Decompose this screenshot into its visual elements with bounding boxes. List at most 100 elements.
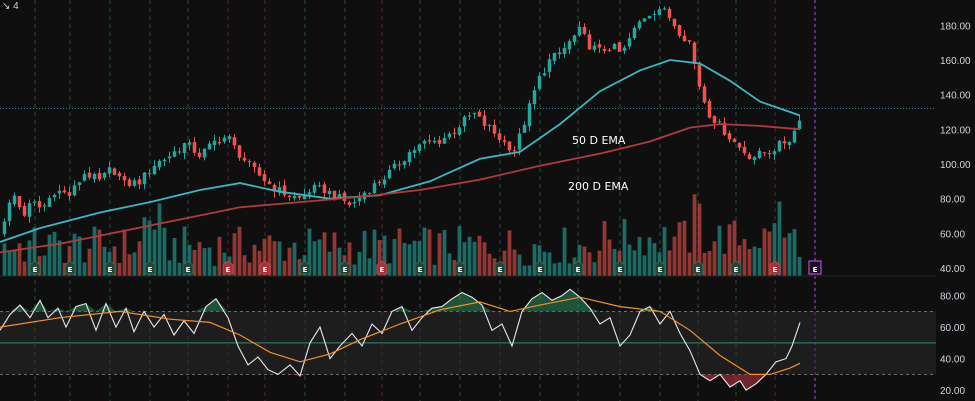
candle[interactable] — [692, 42, 697, 64]
candle[interactable] — [252, 162, 257, 167]
candle[interactable] — [437, 139, 442, 144]
candle[interactable] — [512, 150, 517, 152]
candle[interactable] — [277, 187, 282, 193]
candle[interactable] — [182, 143, 187, 154]
candle[interactable] — [502, 140, 507, 142]
candle[interactable] — [27, 203, 32, 217]
candle[interactable] — [147, 173, 152, 175]
candle[interactable] — [497, 133, 502, 140]
candle[interactable] — [587, 34, 592, 50]
earnings-badge-icon[interactable] — [808, 260, 822, 275]
candle[interactable] — [87, 172, 92, 178]
candle[interactable] — [227, 136, 232, 140]
earnings-badge-icon[interactable] — [769, 260, 781, 275]
candle[interactable] — [462, 116, 467, 127]
candle[interactable] — [777, 140, 782, 152]
earnings-badge-icon[interactable] — [454, 260, 466, 275]
candle[interactable] — [752, 157, 757, 160]
candle[interactable] — [412, 150, 417, 153]
candle[interactable] — [477, 111, 482, 117]
candle[interactable] — [747, 154, 752, 159]
ema-50-line[interactable] — [0, 59, 801, 243]
candle[interactable] — [262, 174, 267, 182]
candle[interactable] — [367, 192, 372, 194]
earnings-badge-icon[interactable] — [182, 260, 194, 275]
candle[interactable] — [642, 18, 647, 22]
candle[interactable] — [337, 194, 342, 198]
candle[interactable] — [542, 73, 547, 76]
candle[interactable] — [302, 194, 307, 200]
candle[interactable] — [647, 15, 652, 19]
candle[interactable] — [92, 173, 97, 180]
earnings-badge-icon[interactable] — [534, 260, 546, 275]
candle[interactable] — [467, 115, 472, 117]
candle[interactable] — [292, 196, 297, 199]
candle[interactable] — [577, 27, 582, 36]
candle[interactable] — [17, 196, 22, 208]
candle[interactable] — [162, 159, 167, 162]
candle[interactable] — [267, 181, 272, 184]
candle[interactable] — [242, 157, 247, 161]
candle[interactable] — [737, 143, 742, 148]
candle[interactable] — [592, 45, 597, 50]
candle[interactable] — [662, 8, 667, 10]
candle[interactable] — [422, 140, 427, 144]
candle[interactable] — [457, 127, 462, 135]
candle[interactable] — [287, 195, 292, 198]
candle[interactable] — [442, 137, 447, 144]
candle[interactable] — [112, 168, 117, 175]
candle[interactable] — [192, 142, 197, 153]
candle[interactable] — [52, 194, 57, 198]
candle[interactable] — [282, 185, 287, 196]
candle[interactable] — [67, 192, 72, 196]
candle[interactable] — [697, 64, 702, 87]
earnings-badge-icon[interactable] — [614, 260, 626, 275]
earnings-badge-icon[interactable] — [654, 260, 666, 275]
candle[interactable] — [487, 125, 492, 127]
candle[interactable] — [727, 133, 732, 140]
candle[interactable] — [427, 140, 432, 142]
candle[interactable] — [297, 195, 302, 198]
candle[interactable] — [492, 124, 497, 134]
candle[interactable] — [42, 205, 47, 207]
candle[interactable] — [397, 164, 402, 166]
candle[interactable] — [12, 195, 17, 205]
candle[interactable] — [447, 133, 452, 138]
candle[interactable] — [622, 47, 627, 51]
candle[interactable] — [732, 139, 737, 143]
candle[interactable] — [452, 132, 457, 134]
candle[interactable] — [197, 152, 202, 157]
candle[interactable] — [177, 151, 182, 153]
candle[interactable] — [127, 179, 132, 187]
earnings-badge-icon[interactable] — [339, 260, 351, 275]
candle[interactable] — [787, 141, 792, 146]
candle[interactable] — [137, 179, 142, 185]
earnings-badge-icon[interactable] — [144, 260, 156, 275]
candle[interactable] — [152, 165, 157, 175]
candle[interactable] — [392, 163, 397, 169]
candle[interactable] — [707, 100, 712, 118]
ema-200-line[interactable] — [0, 123, 801, 254]
candle[interactable] — [207, 143, 212, 150]
candle[interactable] — [257, 167, 262, 176]
candle[interactable] — [212, 140, 217, 145]
candle[interactable] — [407, 152, 412, 163]
candle[interactable] — [572, 35, 577, 42]
rsi-ma-line[interactable] — [0, 296, 801, 375]
candle[interactable] — [37, 201, 42, 208]
candle[interactable] — [142, 172, 147, 185]
earnings-badge-icon[interactable] — [692, 260, 704, 275]
collapse-arrow-icon[interactable]: ↘ — [2, 1, 13, 12]
earnings-badge-icon[interactable] — [104, 260, 116, 275]
earnings-badge-icon[interactable] — [64, 260, 76, 275]
candle[interactable] — [797, 120, 802, 130]
candle[interactable] — [247, 161, 252, 163]
candle[interactable] — [77, 182, 82, 185]
candle[interactable] — [547, 59, 552, 72]
candle[interactable] — [532, 90, 537, 105]
rsi-line[interactable] — [0, 288, 801, 391]
earnings-badge-icon[interactable] — [259, 260, 271, 275]
candle[interactable] — [232, 137, 237, 146]
candle[interactable] — [62, 190, 67, 193]
candle[interactable] — [637, 21, 642, 29]
